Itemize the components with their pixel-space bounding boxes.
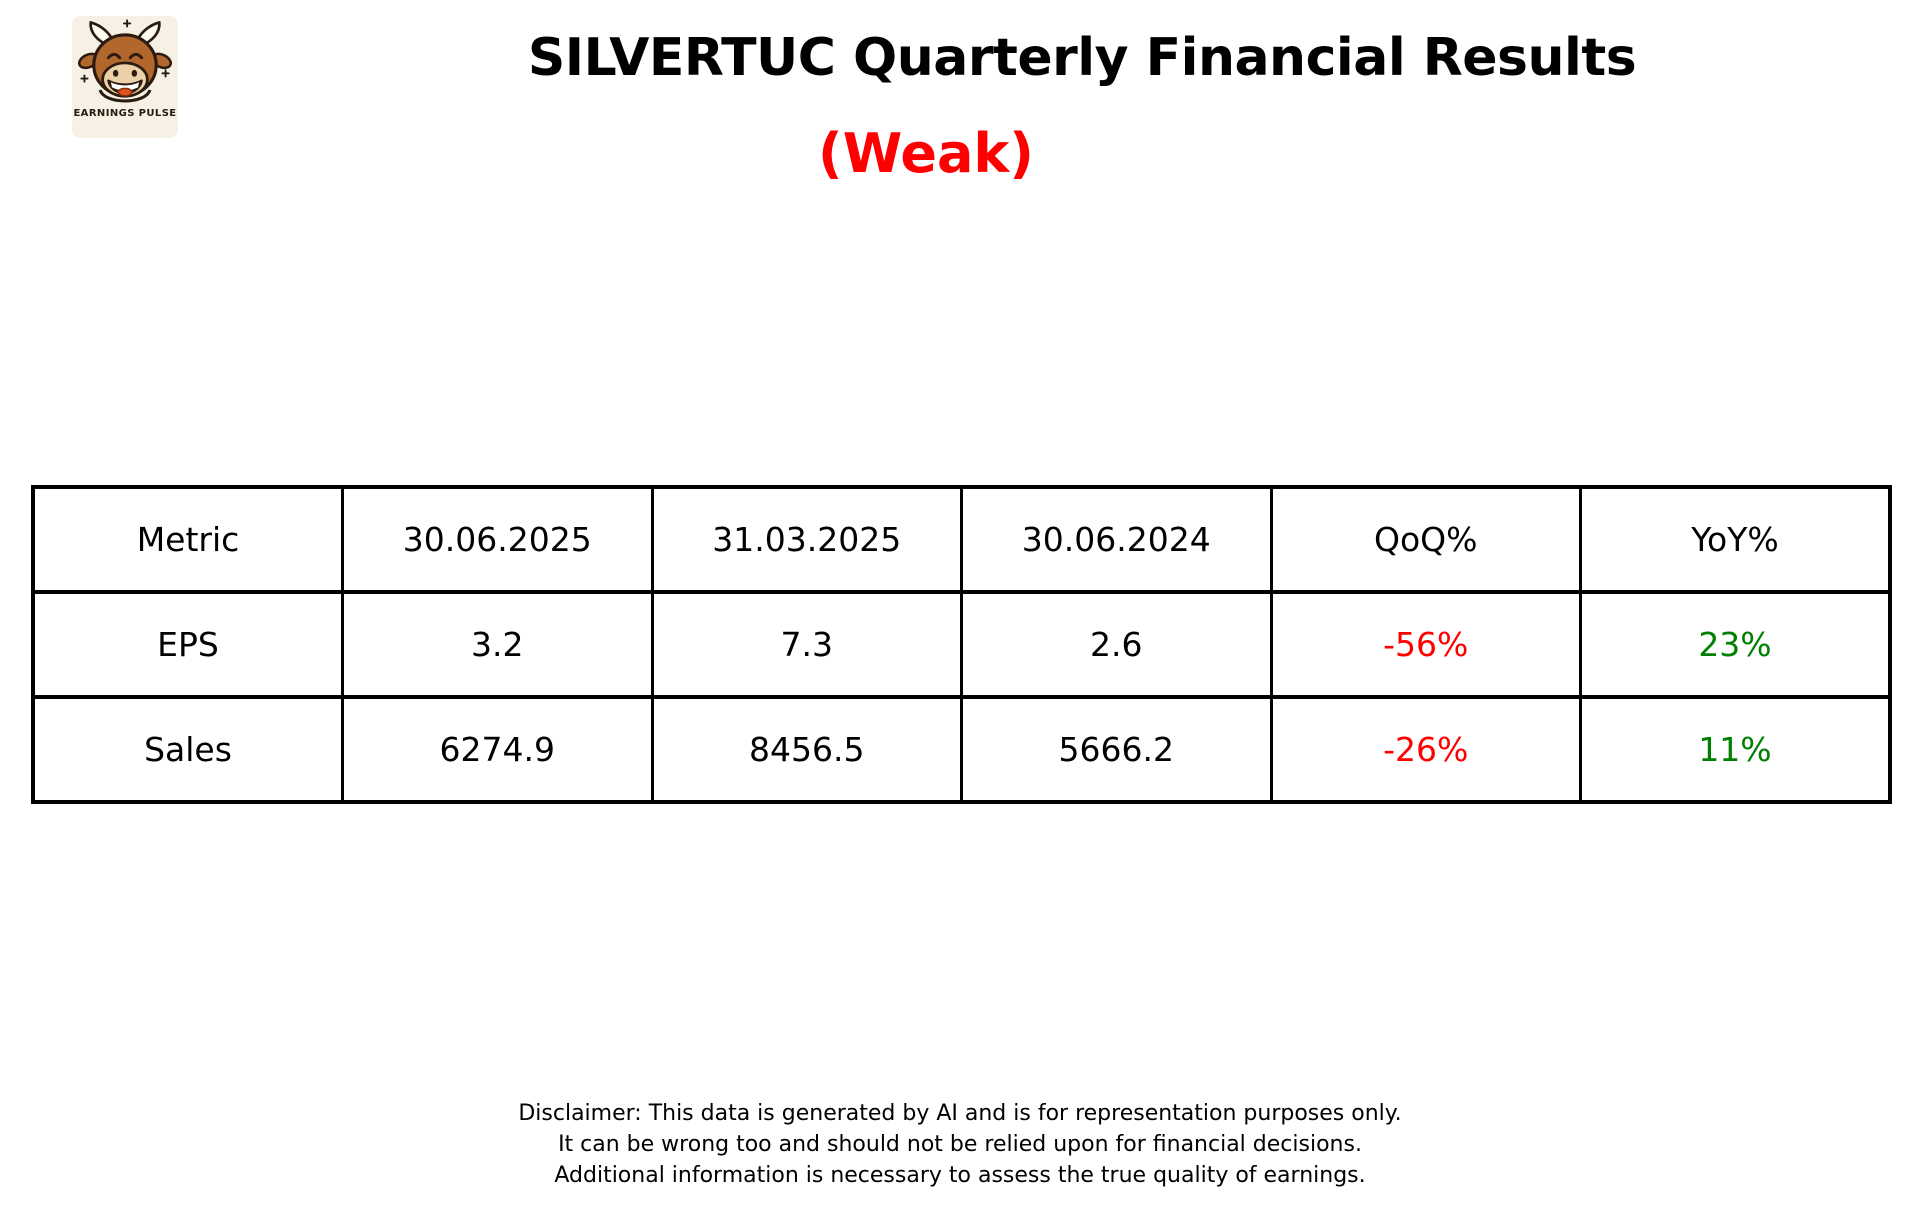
cell-sales-q-current: 6274.9: [341, 695, 654, 804]
table-row-sales: Sales 6274.9 8456.5 5666.2 -26% 11%: [31, 695, 1892, 804]
disclaimer-line-1: Disclaimer: This data is generated by AI…: [518, 1101, 1402, 1126]
cell-sales-yoy: 11%: [1579, 695, 1892, 804]
cell-sales-q-prev: 8456.5: [650, 695, 963, 804]
table-row-eps: EPS 3.2 7.3 2.6 -56% 23%: [31, 590, 1892, 699]
header-cell-q-year-ago: 30.06.2024: [960, 485, 1273, 594]
earnings-pulse-logo: EARNINGS PULSE: [72, 16, 178, 138]
cell-sales-metric: Sales: [31, 695, 344, 804]
laughing-bull-icon: [77, 19, 173, 103]
cell-eps-q-current: 3.2: [341, 590, 654, 699]
cell-eps-yoy: 23%: [1579, 590, 1892, 699]
page-title: SILVERTUC Quarterly Financial Results: [527, 28, 1637, 88]
header-cell-yoy: YoY%: [1579, 485, 1892, 594]
cell-sales-q-year-ago: 5666.2: [960, 695, 1273, 804]
header-cell-qoq: QoQ%: [1269, 485, 1582, 594]
cell-sales-qoq: -26%: [1269, 695, 1582, 804]
cell-eps-q-year-ago: 2.6: [960, 590, 1273, 699]
results-table: Metric 30.06.2025 31.03.2025 30.06.2024 …: [31, 485, 1892, 804]
header-cell-metric: Metric: [31, 485, 344, 594]
disclaimer-line-3: Additional information is necessary to a…: [554, 1163, 1366, 1188]
logo-caption: EARNINGS PULSE: [73, 108, 177, 119]
disclaimer: Disclaimer: This data is generated by AI…: [518, 1098, 1401, 1191]
header-cell-q-prev: 31.03.2025: [650, 485, 963, 594]
cell-eps-qoq: -56%: [1269, 590, 1582, 699]
verdict-subtitle: (Weak): [818, 122, 1034, 185]
table-header-row: Metric 30.06.2025 31.03.2025 30.06.2024 …: [31, 485, 1892, 594]
cell-eps-metric: EPS: [31, 590, 344, 699]
header-cell-q-current: 30.06.2025: [341, 485, 654, 594]
cell-eps-q-prev: 7.3: [650, 590, 963, 699]
disclaimer-line-2: It can be wrong too and should not be re…: [558, 1132, 1362, 1157]
